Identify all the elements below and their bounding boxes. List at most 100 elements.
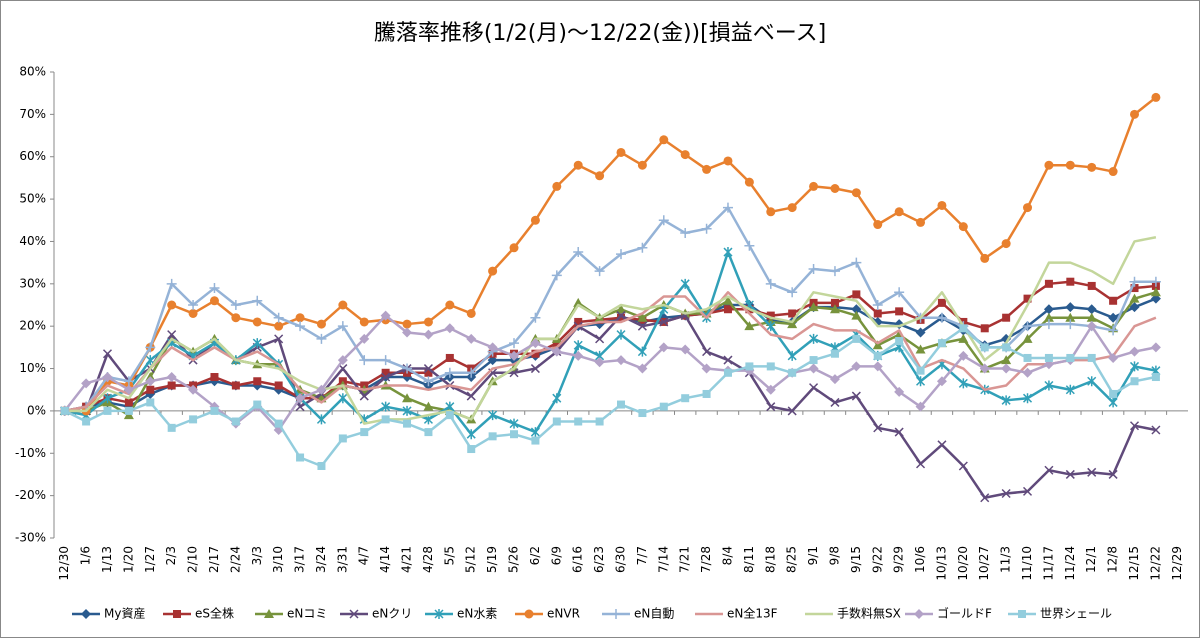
marker	[1043, 304, 1054, 315]
legend-label: 世界シェール	[1040, 607, 1112, 621]
marker	[551, 346, 562, 357]
marker	[1108, 325, 1119, 336]
x-tick-label: 12/15	[1127, 546, 1141, 581]
marker	[1108, 167, 1118, 177]
legend-label: eNクリ	[372, 607, 412, 621]
marker	[509, 338, 520, 349]
marker	[1150, 276, 1161, 287]
series-line	[64, 314, 1157, 500]
marker	[402, 405, 412, 416]
marker	[530, 215, 540, 225]
x-tick-label: 10/13	[934, 546, 948, 581]
marker	[1065, 160, 1075, 170]
series-line	[63, 314, 1157, 432]
marker	[1002, 343, 1011, 352]
marker	[403, 419, 412, 428]
marker	[402, 363, 413, 374]
marker	[637, 312, 648, 322]
marker	[1130, 284, 1139, 293]
marker	[958, 378, 968, 389]
marker	[595, 334, 605, 344]
legend-label: My資産	[104, 606, 145, 621]
marker	[1065, 302, 1076, 313]
x-tick-label: 9/22	[870, 546, 884, 573]
y-tick-label: 10%	[19, 361, 46, 375]
marker	[1130, 377, 1139, 386]
marker	[681, 394, 690, 403]
marker	[1129, 421, 1140, 431]
x-tick-label: 9/8	[827, 546, 841, 565]
series-line	[64, 96, 1157, 413]
marker	[1065, 319, 1076, 330]
x-tick-label: 3/10	[271, 546, 285, 573]
marker	[167, 330, 177, 340]
marker	[530, 364, 540, 374]
marker	[594, 357, 605, 368]
marker	[894, 427, 904, 437]
x-tick-label: 8/25	[785, 546, 799, 573]
marker	[723, 247, 733, 258]
marker	[1065, 469, 1075, 479]
marker	[1044, 353, 1053, 362]
marker	[402, 393, 413, 403]
x-tick-label: 5/19	[485, 546, 499, 573]
marker	[146, 398, 155, 407]
marker	[658, 215, 669, 226]
marker	[349, 609, 359, 619]
marker	[787, 406, 797, 416]
series-line	[64, 250, 1157, 436]
marker	[574, 317, 583, 326]
y-tick-label: 60%	[19, 149, 46, 163]
marker	[745, 362, 754, 371]
marker	[295, 393, 306, 404]
marker	[766, 311, 775, 320]
marker	[788, 309, 797, 318]
marker	[188, 384, 199, 395]
legend-label: 手数料無SX	[837, 606, 901, 621]
marker	[1129, 302, 1140, 313]
marker	[659, 135, 669, 145]
marker	[936, 376, 947, 387]
marker	[1108, 352, 1119, 363]
marker	[895, 307, 904, 316]
marker	[444, 323, 455, 334]
marker	[573, 297, 584, 307]
marker	[209, 296, 219, 306]
marker	[1086, 304, 1097, 315]
marker	[231, 417, 240, 426]
marker	[124, 406, 133, 415]
marker	[1087, 353, 1096, 362]
x-tick-label: 12/22	[1148, 546, 1162, 581]
x-tick-label: 2/17	[207, 546, 221, 573]
marker	[1151, 92, 1161, 102]
y-tick-label: -10%	[15, 446, 46, 460]
x-tick-label: 4/28	[421, 546, 435, 573]
x-tick-label: 10/27	[977, 546, 991, 581]
marker	[317, 461, 326, 470]
marker	[423, 329, 434, 340]
marker	[894, 287, 905, 298]
x-tick-label: 7/28	[699, 546, 713, 573]
y-tick-label: 70%	[19, 107, 46, 121]
marker	[102, 372, 113, 383]
marker	[637, 363, 648, 374]
marker	[851, 304, 862, 315]
series-line	[64, 327, 1157, 468]
marker	[552, 393, 562, 404]
marker	[829, 266, 840, 277]
marker	[916, 217, 926, 227]
marker	[1023, 203, 1033, 213]
marker	[434, 609, 444, 619]
marker	[594, 266, 605, 277]
marker	[766, 321, 776, 332]
marker	[381, 372, 391, 382]
marker	[659, 317, 669, 327]
marker	[167, 381, 176, 390]
marker	[530, 312, 541, 323]
marker	[530, 427, 540, 438]
marker	[1066, 277, 1075, 286]
x-tick-label: 4/7	[357, 546, 371, 565]
marker	[252, 317, 262, 327]
marker	[380, 310, 391, 321]
marker	[1087, 376, 1097, 387]
